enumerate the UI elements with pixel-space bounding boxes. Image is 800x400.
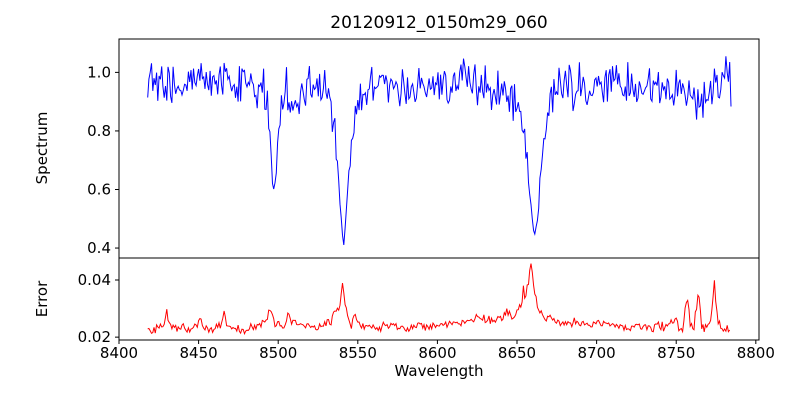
svg-text:8750: 8750 (657, 344, 695, 362)
svg-text:0.02: 0.02 (78, 328, 111, 346)
svg-text:0.04: 0.04 (78, 271, 111, 289)
svg-text:8500: 8500 (259, 344, 297, 362)
svg-text:8450: 8450 (180, 344, 218, 362)
svg-text:0.8: 0.8 (87, 122, 111, 140)
svg-text:8550: 8550 (339, 344, 377, 362)
svg-text:8650: 8650 (498, 344, 536, 362)
svg-text:8400: 8400 (100, 344, 138, 362)
svg-text:0.6: 0.6 (87, 180, 111, 198)
svg-text:8600: 8600 (418, 344, 456, 362)
svg-text:0.4: 0.4 (87, 239, 111, 257)
x-axis-label: Wavelength (394, 362, 484, 380)
svg-text:8700: 8700 (578, 344, 616, 362)
svg-text:8800: 8800 (737, 344, 775, 362)
svg-text:1.0: 1.0 (87, 63, 111, 81)
chart-title: 20120912_0150m29_060 (330, 13, 548, 33)
